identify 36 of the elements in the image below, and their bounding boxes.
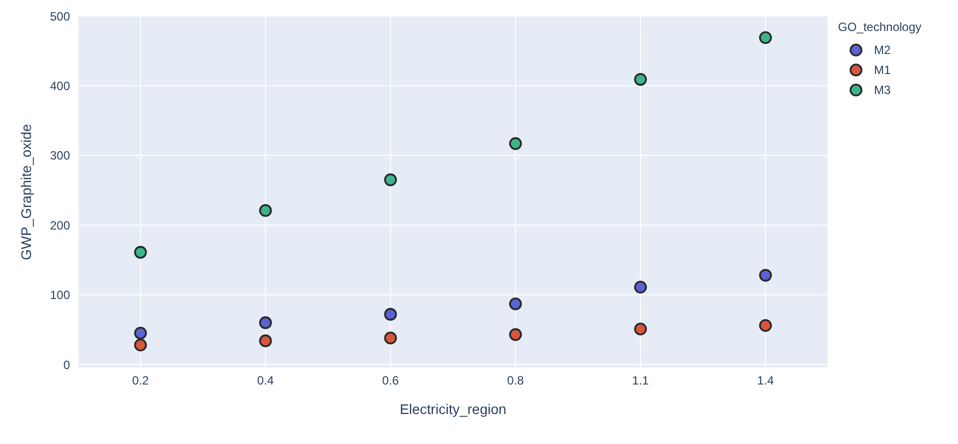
point: [634, 322, 647, 336]
y-tick-label: 400: [50, 78, 70, 93]
y-tick-label: 200: [50, 218, 70, 232]
legend-title: GO_technology: [838, 20, 922, 34]
y-tick-label: 100: [50, 288, 70, 302]
point: [134, 338, 147, 352]
point: [259, 204, 272, 217]
legend-label: M2: [874, 43, 891, 57]
point: [634, 73, 647, 86]
point: [509, 137, 522, 150]
point: [509, 328, 522, 341]
x-axis-title: Electricity_region: [400, 401, 506, 417]
point: [384, 308, 397, 321]
point: [759, 31, 772, 44]
point: [634, 280, 647, 294]
x-tick-label: 0.4: [257, 374, 274, 388]
legend-label: M1: [874, 63, 891, 77]
legend-label: M3: [874, 83, 891, 97]
point: [509, 297, 522, 310]
point: [759, 319, 772, 332]
x-tick-label: 1.1: [632, 374, 650, 388]
y-tick-label: 500: [50, 9, 70, 24]
x-tick-label: 0.8: [507, 374, 524, 388]
x-tick-label: 0.6: [382, 374, 400, 388]
point: [259, 316, 272, 330]
point: [384, 332, 397, 344]
point: [759, 268, 772, 282]
point: [259, 334, 272, 348]
x-tick-label: 1.4: [757, 374, 774, 388]
point: [134, 246, 147, 259]
x-tick-label: 0.2: [132, 374, 150, 388]
point: [134, 326, 147, 340]
point: [384, 173, 397, 186]
y-axis-title: GWP_Graphite_oxide: [18, 124, 34, 260]
y-tick-label: 300: [50, 148, 70, 163]
y-tick-label: 0: [63, 358, 70, 372]
